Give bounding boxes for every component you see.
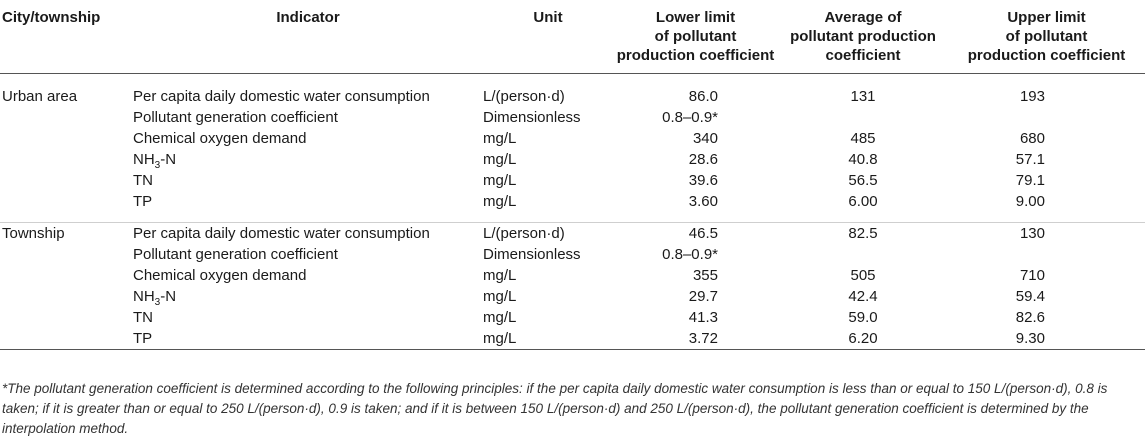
table-header: City/township Indicator Unit Lower limit… [0, 0, 1145, 74]
average-cell: 56.5 [848, 172, 878, 189]
unit-cell: mg/L [483, 130, 517, 147]
unit-cell: mg/L [483, 267, 517, 284]
table-row: TP mg/L 3.72 6.20 9.30 [0, 328, 1145, 350]
unit-cell: L/(person·d) [483, 222, 613, 244]
average-cell [778, 244, 948, 265]
lower-cell: 41.3 [688, 309, 718, 326]
unit-cell: mg/L [483, 328, 613, 350]
header-indicator: Indicator [133, 0, 483, 74]
upper-cell: 59.4 [1015, 288, 1045, 305]
table-row: NH3-N mg/L 28.6 40.8 57.1 [0, 149, 1145, 171]
data-table: City/township Indicator Unit Lower limit… [0, 0, 1145, 350]
lower-cell: 3.60 [688, 193, 718, 210]
header-row: City/township Indicator Unit Lower limit… [0, 0, 1145, 74]
table-row: TN mg/L 39.6 56.5 79.1 [0, 170, 1145, 191]
upper-cell: 130 [948, 222, 1145, 244]
unit-cell: mg/L [483, 172, 517, 189]
indicator-cell: Chemical oxygen demand [133, 267, 307, 284]
average-cell: 505 [850, 267, 876, 284]
table-row: Pollutant generation coefficient Dimensi… [0, 244, 1145, 265]
indicator-cell: NH3-N [133, 151, 177, 171]
upper-cell [948, 244, 1145, 265]
spacer-row [0, 212, 1145, 223]
indicator-cell: Per capita daily domestic water consumpt… [133, 88, 430, 105]
table-row: Chemical oxygen demand mg/L 340 485 680 [0, 128, 1145, 149]
table-footnote: *The pollutant generation coefficient is… [2, 381, 1108, 436]
table-row: TN mg/L 41.3 59.0 82.6 [0, 307, 1145, 328]
city-label-urban: Urban area [2, 88, 78, 105]
average-cell: 42.4 [848, 288, 878, 305]
header-upper-limit: Upper limit of pollutant production coef… [948, 0, 1145, 74]
unit-cell: Dimensionless [483, 246, 581, 263]
header-lower-limit: Lower limit of pollutant production coef… [613, 0, 778, 74]
lower-cell: 28.6 [688, 151, 718, 168]
table-row: Pollutant generation coefficient Dimensi… [0, 107, 1145, 128]
indicator-cell: Pollutant generation coefficient [133, 246, 338, 263]
upper-cell: 193 [1019, 88, 1045, 105]
lower-cell: 29.7 [688, 288, 718, 305]
table-body: Urban area Per capita daily domestic wat… [0, 74, 1145, 350]
average-cell: 40.8 [848, 151, 878, 168]
upper-cell: 82.6 [1015, 309, 1045, 326]
indicator-cell: Per capita daily domestic water consumpt… [133, 222, 483, 244]
table-row: TP mg/L 3.60 6.00 9.00 [0, 191, 1145, 212]
upper-cell: 57.1 [1015, 151, 1045, 168]
unit-cell: mg/L [483, 193, 517, 210]
header-unit: Unit [483, 0, 613, 74]
lower-cell: 86.0 [688, 88, 718, 105]
unit-cell: mg/L [483, 309, 517, 326]
average-cell: 6.20 [778, 328, 948, 350]
lower-cell: 0.8–0.9* [662, 246, 718, 263]
upper-cell [948, 107, 1145, 128]
indicator-cell: TP [133, 193, 153, 210]
table-row: Urban area Per capita daily domestic wat… [0, 86, 1145, 107]
average-cell: 59.0 [848, 309, 878, 326]
upper-cell: 680 [1019, 130, 1045, 147]
lower-cell: 355 [692, 267, 718, 284]
upper-cell: 9.00 [1015, 193, 1045, 210]
unit-cell: L/(person·d) [483, 88, 565, 105]
indicator-cell: TN [133, 172, 153, 189]
table-row: Township Per capita daily domestic water… [0, 222, 1145, 244]
upper-cell: 710 [1019, 267, 1045, 284]
unit-cell: mg/L [483, 288, 517, 305]
lower-cell: 0.8–0.9* [662, 109, 718, 126]
unit-cell: Dimensionless [483, 109, 581, 126]
city-label-township: Township [0, 222, 133, 244]
lower-cell: 3.72 [613, 328, 778, 350]
average-cell: 131 [850, 88, 876, 105]
average-cell [778, 107, 948, 128]
header-city: City/township [0, 0, 133, 74]
upper-cell: 79.1 [1015, 172, 1045, 189]
header-average: Average of pollutant production coeffici… [778, 0, 948, 74]
average-cell: 82.5 [778, 222, 948, 244]
indicator-cell: TP [133, 328, 483, 350]
indicator-cell: NH3-N [133, 288, 177, 308]
lower-cell: 39.6 [688, 172, 718, 189]
table-row: Chemical oxygen demand mg/L 355 505 710 [0, 265, 1145, 286]
indicator-cell: TN [133, 309, 153, 326]
lower-cell: 340 [692, 130, 718, 147]
average-cell: 485 [850, 130, 876, 147]
lower-cell: 46.5 [613, 222, 778, 244]
upper-cell: 9.30 [948, 328, 1145, 350]
indicator-cell: Chemical oxygen demand [133, 130, 307, 147]
indicator-cell: Pollutant generation coefficient [133, 109, 338, 126]
spacer-row [0, 74, 1145, 87]
unit-cell: mg/L [483, 151, 517, 168]
average-cell: 6.00 [848, 193, 878, 210]
table-row: NH3-N mg/L 29.7 42.4 59.4 [0, 286, 1145, 308]
